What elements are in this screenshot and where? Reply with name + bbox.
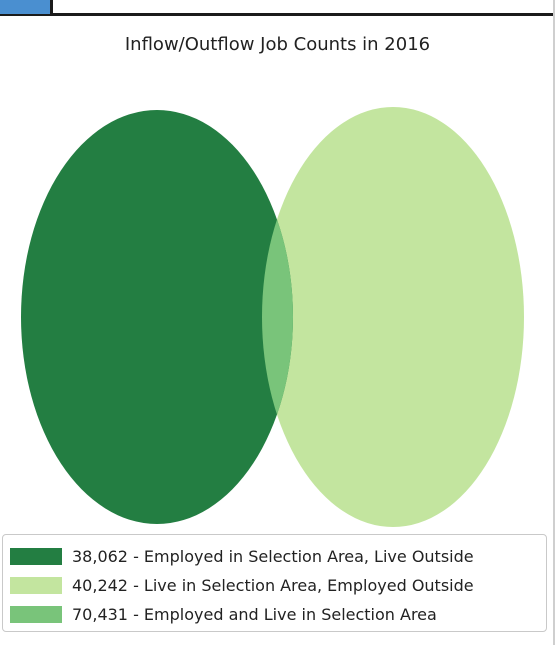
- chart-title: Inflow/Outflow Job Counts in 2016: [124, 34, 431, 55]
- legend-label: 70,431 - Employed and Live in Selection …: [72, 605, 437, 624]
- legend-item: 70,431 - Employed and Live in Selection …: [10, 600, 546, 629]
- selection-corner-tab: [0, 0, 50, 14]
- legend-swatch: [10, 577, 62, 594]
- legend-item: 38,062 - Employed in Selection Area, Liv…: [10, 542, 546, 571]
- window-top-border: [0, 0, 555, 16]
- legend-label: 40,242 - Live in Selection Area, Employe…: [72, 576, 474, 595]
- legend-label: 38,062 - Employed in Selection Area, Liv…: [72, 547, 474, 566]
- legend: 38,062 - Employed in Selection Area, Liv…: [2, 534, 547, 632]
- legend-item: 40,242 - Live in Selection Area, Employe…: [10, 571, 546, 600]
- legend-swatch: [10, 606, 62, 623]
- top-divider: [50, 0, 53, 14]
- venn-circle-live-in-selection: [262, 107, 524, 527]
- legend-swatch: [10, 548, 62, 565]
- right-border: [553, 0, 555, 645]
- venn-circle-employed-in-selection: [21, 110, 293, 524]
